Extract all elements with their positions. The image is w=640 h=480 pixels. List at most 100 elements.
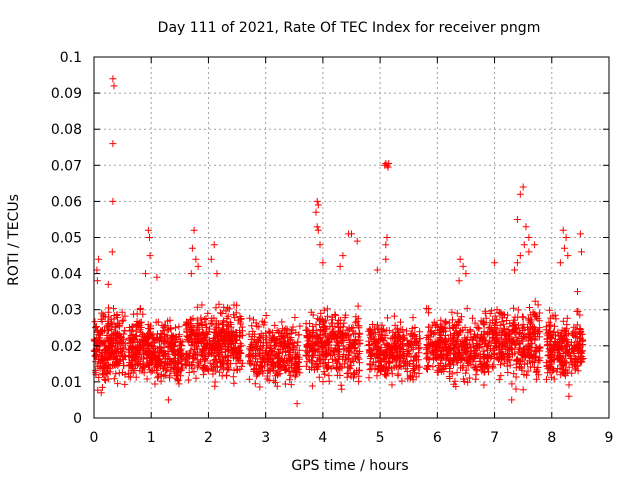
data-point [365, 337, 373, 345]
data-point [177, 347, 185, 355]
data-point [153, 273, 161, 281]
data-point [450, 354, 458, 362]
data-point [245, 375, 253, 383]
x-tick-label: 9 [605, 430, 614, 446]
data-point [388, 381, 396, 389]
data-point [373, 340, 381, 348]
data-point [271, 379, 279, 386]
data-point [115, 323, 123, 331]
data-point [422, 345, 430, 353]
data-point [328, 313, 336, 321]
data-point [473, 324, 481, 331]
data-point [193, 333, 201, 341]
data-point [121, 312, 129, 320]
data-point [347, 362, 355, 370]
data-point [218, 363, 226, 371]
data-point [497, 372, 505, 380]
data-point [444, 352, 452, 360]
data-point [146, 252, 154, 260]
data-point [471, 319, 479, 327]
data-point [331, 347, 339, 355]
data-point [165, 338, 173, 346]
data-point [157, 363, 165, 371]
data-point [344, 363, 352, 371]
y-tick-label: 0 [73, 411, 82, 427]
data-point [159, 327, 167, 335]
data-point [302, 326, 310, 334]
data-point [129, 362, 136, 370]
data-point [319, 360, 327, 368]
data-point [319, 331, 327, 339]
data-point [254, 338, 262, 346]
data-point [439, 336, 447, 344]
data-point [277, 355, 285, 363]
data-point [207, 255, 215, 263]
data-point [170, 365, 178, 373]
data-point [130, 335, 138, 343]
data-point [224, 312, 232, 320]
data-point [508, 396, 516, 404]
data-point [429, 321, 437, 329]
data-point [210, 241, 218, 249]
data-point [98, 364, 106, 372]
data-point [440, 367, 448, 375]
data-point [350, 374, 357, 382]
data-point [271, 321, 279, 329]
data-point [460, 344, 468, 352]
data-point [215, 300, 223, 308]
data-point [536, 324, 544, 332]
data-point [372, 350, 380, 358]
data-point [125, 373, 133, 381]
data-point [448, 357, 456, 365]
data-point [438, 324, 446, 332]
data-point [232, 329, 240, 336]
data-point [505, 326, 513, 334]
data-point [462, 366, 470, 374]
data-point [536, 343, 544, 351]
data-point [199, 346, 207, 354]
data-point [336, 262, 344, 270]
data-point [281, 337, 289, 345]
data-point [526, 304, 533, 311]
data-point [382, 372, 390, 380]
data-point [367, 329, 375, 337]
data-point [406, 339, 414, 347]
data-point [314, 354, 322, 362]
data-point [276, 339, 284, 347]
data-point [148, 354, 156, 362]
data-point [101, 313, 109, 321]
data-point [367, 333, 375, 341]
data-point [233, 366, 241, 374]
data-point [409, 314, 417, 322]
data-point [485, 368, 492, 376]
data-point [351, 319, 359, 327]
data-point [436, 364, 444, 372]
data-point [381, 371, 389, 379]
data-point [136, 306, 144, 313]
data-point [287, 371, 295, 379]
data-point [182, 351, 190, 358]
data-point [356, 339, 364, 347]
data-point [388, 370, 396, 378]
data-point [289, 323, 297, 331]
data-point [287, 381, 295, 389]
data-point [440, 325, 448, 333]
data-point [313, 333, 321, 341]
data-point [497, 361, 504, 369]
data-point [446, 375, 454, 382]
data-point [211, 325, 219, 333]
data-point [510, 304, 517, 312]
data-point [166, 341, 174, 349]
data-point [382, 349, 389, 356]
data-point [126, 351, 134, 359]
data-point [495, 376, 503, 384]
data-point [466, 326, 474, 334]
data-point [320, 368, 328, 376]
data-point [174, 372, 182, 380]
data-point [559, 317, 567, 325]
data-point [531, 297, 539, 305]
data-point [208, 349, 216, 357]
data-point [190, 226, 198, 234]
data-point [303, 343, 311, 351]
